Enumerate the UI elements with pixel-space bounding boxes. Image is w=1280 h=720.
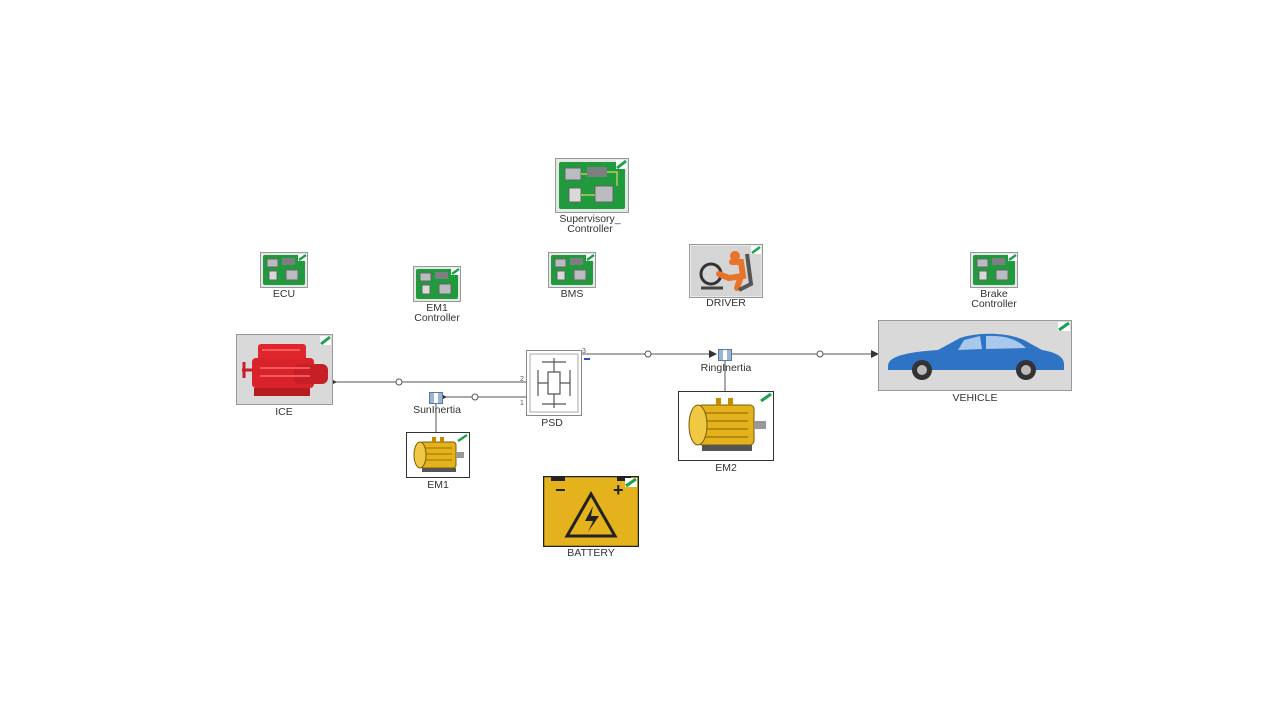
- ecu-label: ECU: [272, 288, 296, 300]
- ice-block[interactable]: [236, 334, 333, 405]
- battery-minus-sign: −: [555, 480, 566, 500]
- psd-port-2: 2: [520, 376, 524, 383]
- bms-block[interactable]: [548, 252, 596, 288]
- psd-port-3: 3: [582, 348, 586, 355]
- driver-label: DRIVER: [706, 297, 746, 309]
- planetary-gear-icon: [526, 350, 582, 416]
- em1-controller-label: EM1 Controller: [414, 302, 460, 324]
- circuit-board-icon: [555, 158, 629, 213]
- ring-inertia-block[interactable]: [718, 348, 732, 361]
- ice-label: ICE: [275, 406, 293, 418]
- line-connectors: [395, 350, 824, 401]
- vehicle-label: VEHICLE: [952, 392, 998, 404]
- car-icon: [878, 320, 1072, 391]
- psd-port-1: 1: [520, 400, 524, 407]
- circuit-board-icon: [548, 252, 596, 288]
- ring-inertia-label: RingInertia: [700, 362, 752, 374]
- supervisory-controller-block[interactable]: [555, 158, 629, 213]
- psd-block[interactable]: 2 1 3: [520, 348, 590, 416]
- em2-label: EM2: [715, 462, 737, 474]
- circuit-board-icon: [970, 252, 1018, 288]
- inertia-icon: [429, 392, 443, 404]
- circuit-board-icon: [413, 266, 461, 302]
- battery-label: BATTERY: [567, 547, 615, 559]
- battery-icon: [542, 475, 640, 548]
- psd-port-indicator: [584, 358, 590, 360]
- sun-inertia-label: SunInertia: [413, 404, 461, 416]
- electric-motor-icon: [678, 391, 774, 461]
- inertia-icon: [718, 349, 732, 361]
- em1-controller-block[interactable]: [413, 266, 461, 302]
- bms-label: BMS: [560, 288, 584, 300]
- em1-label: EM1: [427, 479, 449, 491]
- connection-lines: [329, 350, 879, 432]
- vehicle-block[interactable]: [878, 320, 1072, 391]
- driver-block[interactable]: [689, 244, 763, 298]
- battery-block[interactable]: − +: [542, 475, 640, 548]
- circuit-board-icon: [260, 252, 308, 288]
- battery-plus-sign: +: [613, 480, 624, 500]
- brake-controller-block[interactable]: [970, 252, 1018, 288]
- sun-inertia-block[interactable]: [429, 391, 443, 404]
- supervisory-controller-label: Supervisory_ Controller: [559, 213, 621, 235]
- em2-block[interactable]: [678, 391, 774, 461]
- engine-icon: [236, 334, 333, 405]
- driver-seat-icon: [689, 244, 763, 298]
- electric-motor-icon: [406, 432, 470, 478]
- psd-label: PSD: [541, 417, 563, 429]
- brake-controller-label: Brake Controller: [971, 288, 1017, 310]
- ecu-block[interactable]: [260, 252, 308, 288]
- em1-block[interactable]: [406, 432, 470, 478]
